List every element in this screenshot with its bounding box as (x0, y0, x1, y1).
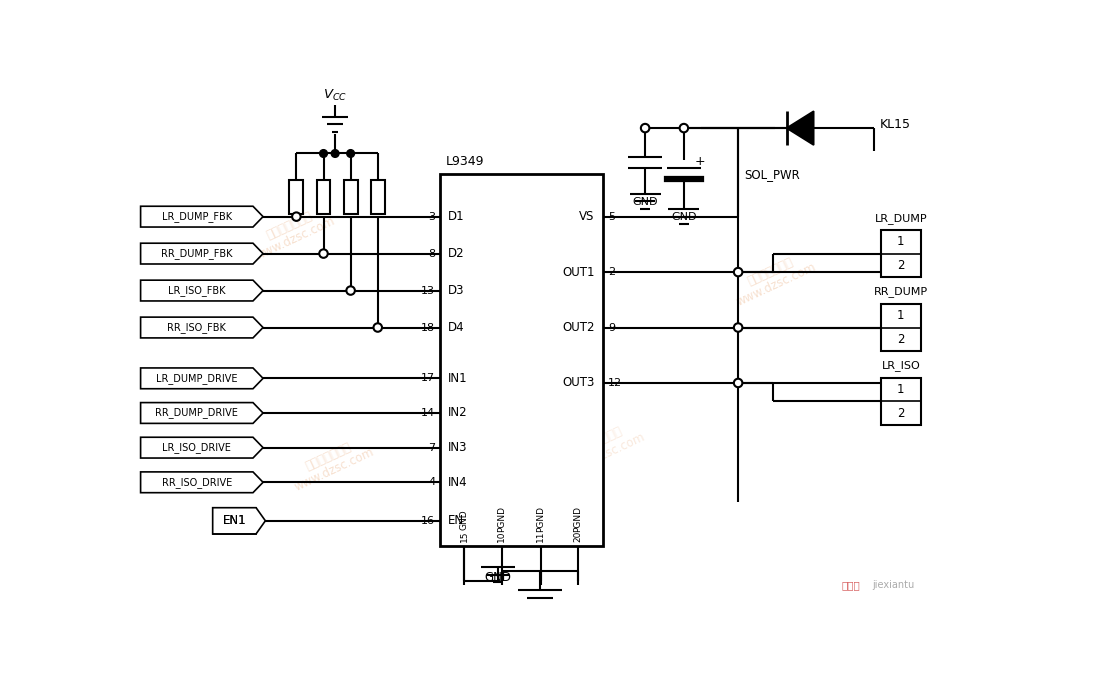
Text: OUT2: OUT2 (562, 321, 595, 334)
Text: VS: VS (580, 210, 595, 223)
Text: RR_DUMP_FBK: RR_DUMP_FBK (161, 248, 232, 259)
Polygon shape (141, 206, 263, 227)
Bar (881, 230, 921, 277)
Text: 2: 2 (898, 259, 904, 272)
Text: +: + (695, 155, 705, 168)
Text: 接线图: 接线图 (842, 580, 860, 589)
Text: 维库电子市场网
www.dzsc.com: 维库电子市场网 www.dzsc.com (558, 416, 648, 479)
Text: 12: 12 (608, 378, 623, 388)
Text: 15: 15 (460, 531, 469, 542)
Bar (881, 304, 921, 352)
Polygon shape (141, 368, 263, 389)
Bar (289, 180, 304, 214)
Text: 2: 2 (898, 333, 904, 346)
Circle shape (734, 323, 742, 332)
Text: LR_DUMP_FBK: LR_DUMP_FBK (162, 211, 232, 222)
Bar (440, 174, 603, 546)
Circle shape (734, 379, 742, 387)
Text: 10: 10 (497, 531, 506, 542)
Polygon shape (141, 243, 263, 264)
Text: 11: 11 (536, 531, 546, 542)
Text: IN3: IN3 (448, 441, 468, 454)
Text: D1: D1 (448, 210, 464, 223)
Text: GND: GND (671, 212, 696, 222)
Text: 2: 2 (608, 267, 615, 277)
Text: PGND: PGND (497, 506, 506, 532)
Text: IN1: IN1 (448, 372, 468, 385)
Text: RR_DUMP_DRIVE: RR_DUMP_DRIVE (155, 408, 239, 418)
Text: LR_ISO_FBK: LR_ISO_FBK (168, 285, 225, 296)
Circle shape (346, 149, 354, 158)
Text: LR_DUMP: LR_DUMP (874, 213, 927, 224)
Text: OUT3: OUT3 (562, 377, 595, 389)
Text: $V_{CC}$: $V_{CC}$ (323, 88, 348, 103)
Text: PGND: PGND (573, 506, 583, 532)
Text: RR_ISO_DRIVE: RR_ISO_DRIVE (162, 477, 232, 488)
Text: D3: D3 (448, 284, 464, 297)
Text: GND: GND (632, 197, 658, 207)
Polygon shape (212, 508, 265, 534)
Text: OUT1: OUT1 (562, 266, 595, 279)
Text: IN4: IN4 (448, 476, 468, 489)
Circle shape (331, 149, 339, 158)
Text: GND: GND (460, 509, 469, 529)
Text: 9: 9 (608, 322, 615, 333)
Text: IN2: IN2 (448, 406, 468, 420)
Text: SOL_PWR: SOL_PWR (745, 168, 800, 180)
Text: L9349: L9349 (446, 155, 484, 168)
Text: 3: 3 (428, 212, 436, 222)
Text: 16: 16 (421, 516, 436, 526)
Polygon shape (141, 280, 263, 301)
Text: 1: 1 (898, 235, 904, 248)
Text: LR_ISO_DRIVE: LR_ISO_DRIVE (163, 442, 231, 453)
Bar (343, 180, 358, 214)
Text: 1: 1 (898, 383, 904, 396)
Text: RR_DUMP: RR_DUMP (873, 287, 928, 297)
Text: 5: 5 (608, 212, 615, 222)
Bar (317, 180, 330, 214)
Text: KL15: KL15 (880, 118, 911, 130)
Text: EN: EN (448, 514, 463, 527)
Text: 维库电子市场网
www.dzsc.com: 维库电子市场网 www.dzsc.com (728, 247, 818, 309)
Text: jiexiantu: jiexiantu (872, 580, 914, 589)
Bar (212, 508, 256, 534)
Text: LR_ISO: LR_ISO (881, 360, 921, 371)
Text: 20: 20 (573, 531, 583, 542)
Text: 17: 17 (421, 373, 436, 383)
Polygon shape (141, 403, 263, 423)
Text: 7: 7 (428, 443, 436, 453)
Text: 1: 1 (898, 309, 904, 322)
Circle shape (680, 124, 689, 132)
Circle shape (293, 212, 300, 221)
Text: RR_ISO_FBK: RR_ISO_FBK (167, 322, 227, 333)
Text: D2: D2 (448, 247, 464, 260)
Text: PGND: PGND (536, 506, 546, 532)
Circle shape (319, 249, 328, 258)
Bar (881, 378, 921, 425)
Text: LR_DUMP_DRIVE: LR_DUMP_DRIVE (156, 373, 238, 384)
Circle shape (734, 268, 742, 276)
Text: GND: GND (484, 571, 512, 584)
Text: 维库电子市场网
www.dzsc.com: 维库电子市场网 www.dzsc.com (286, 432, 376, 494)
Text: EN1: EN1 (222, 514, 246, 527)
Text: 维库电子市场网
www.dzsc.com: 维库电子市场网 www.dzsc.com (248, 201, 338, 263)
Polygon shape (141, 472, 263, 493)
Circle shape (374, 323, 382, 332)
Polygon shape (141, 317, 263, 338)
Text: EN1: EN1 (222, 514, 246, 527)
Polygon shape (786, 111, 814, 145)
Text: 8: 8 (428, 249, 436, 259)
Text: 18: 18 (421, 322, 436, 333)
Circle shape (346, 287, 355, 295)
Polygon shape (141, 437, 263, 458)
Text: 14: 14 (421, 408, 436, 418)
Bar (371, 180, 385, 214)
Text: 2: 2 (898, 407, 904, 420)
Circle shape (320, 149, 328, 158)
Text: 4: 4 (428, 477, 436, 487)
Circle shape (641, 124, 649, 132)
Text: 13: 13 (421, 285, 436, 295)
Text: D4: D4 (448, 321, 464, 334)
